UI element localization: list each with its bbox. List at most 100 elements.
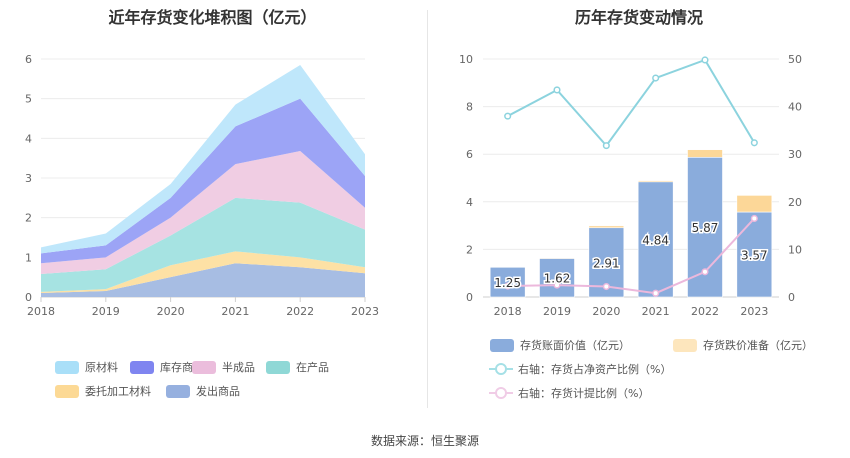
panel-divider	[427, 10, 428, 408]
x-tick-label: 2019	[543, 305, 571, 318]
bar-series-2	[687, 149, 723, 158]
y2-tick-label: 0	[788, 291, 795, 304]
line-point	[602, 142, 610, 150]
line-point	[750, 139, 758, 147]
bar-data-label: 1.25	[494, 276, 521, 290]
bar-line-combo-chart: 0 2 4 6 8 10 0 10 20 30 40 50 1.25 1.62 2.91 4.84 5.87 3.…	[459, 53, 802, 318]
y2-tick-label: 20	[788, 196, 802, 209]
legend-item[interactable]: 委托加工材料	[55, 383, 151, 399]
line-point	[602, 282, 610, 291]
bar-series-2	[637, 180, 674, 183]
x-tick-label: 2018	[494, 305, 522, 318]
line-point	[652, 74, 660, 82]
legend-label: 半成品	[222, 361, 255, 374]
y-tick-label: 0	[25, 291, 32, 304]
bar-series-1	[539, 258, 575, 298]
x-tick-label: 2019	[92, 305, 120, 318]
area-series-4	[41, 151, 365, 274]
legend-swatch	[55, 360, 79, 374]
legend-item[interactable]: 右轴：存货占净资产比例（%）	[489, 361, 672, 377]
y-tick-label: 4	[466, 196, 473, 209]
bar-series-1	[489, 266, 526, 298]
bar-data-label: 3.57	[741, 249, 768, 263]
legend-label: 右轴：存货占净资产比例（%）	[518, 363, 672, 376]
line-point	[701, 268, 709, 276]
legend-swatch	[266, 360, 290, 374]
y2-tick-label: 30	[788, 148, 802, 161]
y-tick-label: 0	[466, 291, 473, 304]
legend-swatch	[489, 363, 513, 375]
bar-series-2	[539, 257, 575, 259]
legend-label: 存货跌价准备（亿元）	[703, 339, 813, 352]
x-tick-label: 2021	[642, 305, 670, 318]
chart-title: 历年存货变动情况	[574, 8, 703, 27]
x-tick-label: 2023	[351, 305, 379, 318]
legend-swatch	[55, 384, 79, 398]
stacked-area-chart-panel: 近年存货变化堆积图（亿元） 0 1 2 3 4 5 6 2018 2019 2020 2021 202…	[0, 0, 425, 410]
line-series-2	[507, 217, 756, 295]
line-point	[504, 282, 512, 290]
y-tick-label: 1	[25, 251, 32, 264]
bar-series-2	[588, 225, 625, 229]
legend-label: 存货账面价值（亿元）	[520, 339, 630, 352]
inventory-change-chart-panel: 历年存货变动情况 0 2 4 6 8 10 0 10 20 30 40 50 1.25 1.62 2.91 4…	[428, 0, 850, 410]
legend-swatch	[166, 384, 190, 398]
legend-swatch	[192, 360, 216, 374]
legend-item[interactable]: 存货账面价值（亿元）	[490, 337, 630, 353]
area-series-1	[41, 263, 365, 297]
line-point	[504, 112, 512, 120]
x-tick-label: 2021	[221, 305, 249, 318]
y-tick-label: 6	[25, 53, 32, 66]
bar-data-label: 2.91	[593, 256, 620, 270]
line-point	[750, 214, 758, 223]
x-tick-label: 2020	[157, 305, 185, 318]
area-series-2	[41, 251, 365, 294]
y-tick-label: 6	[466, 148, 473, 161]
legend-item[interactable]: 在产品	[266, 359, 329, 375]
y2-tick-label: 50	[788, 53, 802, 66]
legend-item[interactable]: 右轴：存货计提比例（%）	[489, 385, 650, 401]
y-tick-label: 2	[466, 243, 473, 256]
area-series-5	[41, 98, 365, 264]
legend-label: 发出商品	[196, 385, 240, 398]
y-tick-label: 2	[25, 212, 32, 225]
area-series-3	[41, 197, 365, 292]
y-tick-label: 4	[25, 132, 32, 145]
bar-series-2	[736, 195, 773, 213]
chart-title: 近年存货变化堆积图（亿元）	[108, 8, 317, 27]
y-tick-label: 5	[25, 93, 32, 106]
legend-swatch	[130, 360, 154, 374]
bar-data-label: 5.87	[692, 221, 719, 235]
bar-series-1	[637, 181, 674, 298]
x-tick-label: 2022	[286, 305, 314, 318]
area-series-6	[41, 64, 365, 254]
legend-swatch	[489, 387, 513, 399]
x-tick-label: 2018	[27, 305, 55, 318]
legend-item[interactable]: 存货跌价准备（亿元）	[673, 337, 813, 353]
legend-label: 右轴：存货计提比例（%）	[518, 387, 650, 400]
bar-data-label: 1.62	[544, 272, 571, 286]
legend-label: 在产品	[296, 361, 329, 374]
legend-label: 委托加工材料	[85, 385, 151, 398]
legend-swatch	[673, 338, 697, 352]
y-tick-label: 3	[25, 172, 32, 185]
x-tick-label: 2020	[592, 305, 620, 318]
data-source-note: 数据来源：恒生聚源	[370, 434, 479, 448]
legend-item[interactable]: 半成品	[192, 359, 255, 375]
line-point	[553, 86, 561, 94]
line-series-1	[507, 58, 756, 148]
x-tick-label: 2023	[740, 305, 768, 318]
legend-item[interactable]: 原材料	[55, 359, 118, 375]
x-tick-label: 2022	[691, 305, 719, 318]
bar-series-1	[736, 211, 773, 298]
stacked-area-chart: 0 1 2 3 4 5 6 2018 2019 2020 2021 2022 2023	[25, 53, 379, 318]
y-tick-label: 10	[459, 53, 473, 66]
y2-tick-label: 10	[788, 243, 802, 256]
line-point	[553, 281, 561, 289]
y2-tick-label: 40	[788, 101, 802, 114]
legend-item[interactable]: 发出商品	[166, 383, 240, 399]
line-point	[652, 289, 660, 297]
line-point	[701, 56, 709, 64]
legend-swatch	[490, 338, 514, 352]
bar-data-label: 4.84	[642, 233, 669, 247]
